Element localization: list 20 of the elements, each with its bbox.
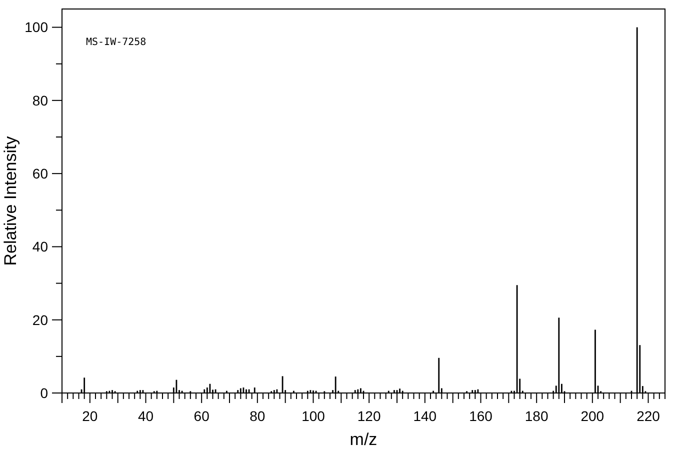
y-tick-label: 80: [32, 92, 48, 108]
x-tick-label: 180: [524, 408, 548, 424]
x-tick-label: 140: [413, 408, 437, 424]
x-tick-label: 100: [302, 408, 326, 424]
x-tick-label: 200: [580, 408, 604, 424]
x-tick-label: 220: [636, 408, 660, 424]
x-tick-label: 80: [250, 408, 266, 424]
y-tick-label: 60: [32, 165, 48, 182]
annotation: MS-IW-7258: [86, 37, 146, 48]
y-tick-label: 20: [32, 312, 48, 328]
y-tick-label: 40: [32, 238, 48, 255]
y-tick-label: 0: [40, 384, 48, 401]
x-tick-label: 160: [469, 408, 493, 424]
x-tick-label: 60: [194, 408, 210, 424]
x-axis-title: m/z: [350, 430, 378, 449]
x-tick-label: 120: [357, 408, 381, 424]
x-tick-label: 40: [138, 408, 154, 424]
x-tick-label: 20: [82, 408, 98, 424]
y-tick-label: 100: [24, 19, 48, 36]
y-axis-title: Relative Intensity: [1, 136, 20, 266]
